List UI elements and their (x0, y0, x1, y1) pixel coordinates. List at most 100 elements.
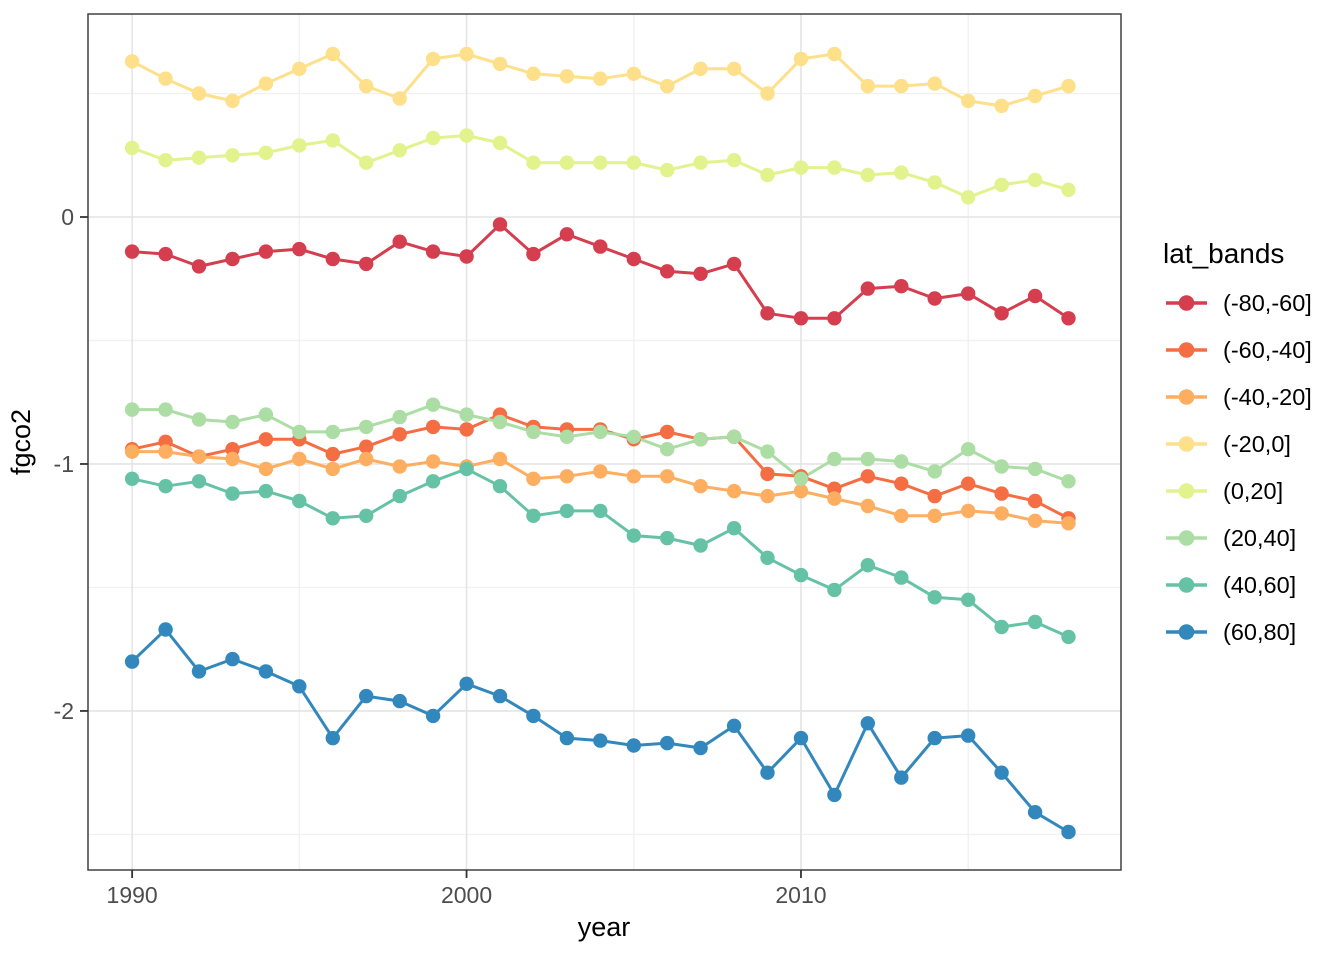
legend-title: lat_bands (1163, 238, 1284, 269)
data-point-(-40,-20]-1995 (292, 451, 307, 467)
data-point-(-40,-20]-2002 (526, 471, 541, 486)
data-point-(60,80]-2009 (760, 765, 775, 780)
data-point-(-40,-20]-1991 (158, 444, 173, 459)
data-point-(40,60]-1990 (124, 471, 140, 486)
data-point-(-40,-20]-1996 (325, 461, 340, 477)
data-point-(-80,-60]-2009 (760, 306, 775, 321)
data-point-(-80,-60]-2010 (793, 311, 809, 326)
data-point-(-40,-20]-2010 (793, 483, 809, 499)
y-tick-label: -2 (54, 698, 74, 724)
data-point-(40,60]-2016 (994, 619, 1009, 635)
data-point-(60,80]-2010 (793, 730, 809, 746)
data-point-(-40,-20]-1992 (191, 449, 207, 464)
legend-item-(60,80]: (60,80] (1166, 619, 1296, 645)
data-point-(-40,-20]-2017 (1027, 513, 1043, 528)
data-point-(20,40]-1991 (158, 402, 173, 417)
data-point-(-80,-60]-2011 (827, 311, 842, 326)
data-point-(-40,-20]-1990 (124, 444, 140, 459)
legend-label: (-20,0] (1223, 431, 1291, 457)
data-point-(0,20]-1996 (325, 133, 340, 148)
legend-label: (0,20] (1223, 478, 1283, 504)
data-point-(60,80]-2017 (1027, 805, 1043, 820)
data-point-(60,80]-2007 (693, 740, 708, 756)
data-point-(-80,-60]-2016 (994, 306, 1009, 321)
legend-key-point (1178, 389, 1195, 405)
data-point-(40,60]-2017 (1027, 614, 1043, 630)
data-point-(-60,-40]-2017 (1027, 493, 1043, 509)
legend-item-(-60,-40]: (-60,-40] (1166, 337, 1312, 363)
plot-panel-border (87, 13, 1122, 871)
legend-item-(-40,-20]: (-40,-20] (1166, 384, 1312, 410)
data-point-(20,40]-2003 (559, 429, 575, 444)
data-point-(-20,0]-1993 (225, 93, 240, 109)
data-point-(-20,0]-2012 (860, 78, 875, 94)
y-tick-label: -1 (54, 451, 74, 477)
data-point-(20,40]-2000 (459, 407, 474, 422)
data-point-(0,20]-2018 (1061, 182, 1076, 197)
data-point-(-20,0]-1997 (359, 78, 374, 94)
data-point-(0,20]-2003 (559, 155, 575, 170)
data-point-(-20,0]-2003 (559, 69, 575, 84)
data-point-(-20,0]-2002 (526, 66, 541, 82)
data-point-(-60,-40]-1997 (359, 439, 374, 454)
data-point-(-60,-40]-1999 (425, 419, 441, 435)
data-point-(20,40]-1996 (325, 424, 340, 440)
data-point-(-20,0]-2007 (693, 61, 708, 76)
data-point-(-40,-20]-1994 (258, 461, 274, 477)
data-point-(-80,-60]-2018 (1061, 311, 1076, 326)
data-point-(-40,-20]-2008 (726, 483, 742, 499)
legend-item-(-20,0]: (-20,0] (1166, 431, 1291, 457)
data-point-(20,40]-2014 (927, 464, 942, 479)
data-point-(20,40]-2004 (593, 424, 608, 440)
legend-label: (-60,-40] (1223, 337, 1312, 363)
data-point-(-40,-20]-2004 (593, 464, 608, 479)
data-point-(40,60]-2009 (760, 550, 775, 565)
legend-key-point (1178, 624, 1195, 640)
data-point-(60,80]-2005 (626, 738, 641, 753)
data-point-(-40,-20]-1998 (392, 459, 407, 474)
data-point-(40,60]-2015 (961, 592, 976, 607)
data-point-(-60,-40]-1996 (325, 446, 340, 462)
data-point-(20,40]-1995 (292, 424, 307, 440)
data-point-(-20,0]-2006 (660, 78, 675, 94)
legend-item-(-80,-60]: (-80,-60] (1166, 290, 1312, 316)
data-point-(-60,-40]-2011 (827, 481, 842, 496)
legend-item-(0,20]: (0,20] (1166, 478, 1283, 504)
data-point-(-80,-60]-1990 (124, 244, 140, 259)
data-point-(-80,-60]-2000 (459, 249, 474, 264)
data-point-(-40,-20]-2006 (660, 469, 675, 484)
data-point-(60,80]-1996 (325, 730, 340, 746)
data-point-(0,20]-2005 (626, 155, 641, 170)
data-point-(60,80]-2015 (961, 728, 976, 743)
axis-tick-labels-layer: 1990 2000 2010 0 -1 -2 (54, 204, 827, 908)
data-point-(60,80]-2001 (492, 688, 508, 704)
data-point-(0,20]-1995 (292, 138, 307, 153)
data-point-(0,20]-1997 (359, 155, 374, 170)
data-point-(-80,-60]-2014 (927, 291, 942, 306)
data-point-(40,60]-2014 (927, 590, 942, 605)
data-point-(-60,-40]-1994 (258, 432, 274, 447)
series-line-(-80,-60] (130, 222, 1070, 320)
data-point-(-20,0]-1996 (325, 46, 340, 62)
data-point-(20,40]-2005 (626, 429, 641, 444)
data-point-(40,60]-1996 (325, 511, 340, 526)
data-point-(-80,-60]-2017 (1027, 288, 1043, 304)
data-point-(60,80]-1995 (292, 679, 307, 694)
data-point-(0,20]-2014 (927, 175, 942, 190)
data-point-(40,60]-1993 (225, 486, 240, 501)
data-point-(60,80]-1990 (124, 654, 140, 669)
grid-major-layer (88, 14, 1121, 870)
data-point-(20,40]-2016 (994, 459, 1009, 474)
data-point-(-80,-60]-2008 (726, 256, 742, 272)
x-tick-label: 1990 (107, 882, 158, 908)
data-point-(-80,-60]-2015 (961, 286, 976, 301)
data-point-(20,40]-2013 (894, 454, 909, 469)
data-point-(60,80]-2014 (927, 730, 942, 746)
data-point-(40,60]-2012 (860, 558, 875, 573)
data-point-(0,20]-2000 (459, 128, 474, 143)
data-point-(-60,-40]-2013 (894, 476, 909, 491)
data-point-(-80,-60]-1991 (158, 246, 173, 262)
data-point-(40,60]-1991 (158, 479, 173, 494)
data-point-(40,60]-1992 (191, 474, 207, 489)
